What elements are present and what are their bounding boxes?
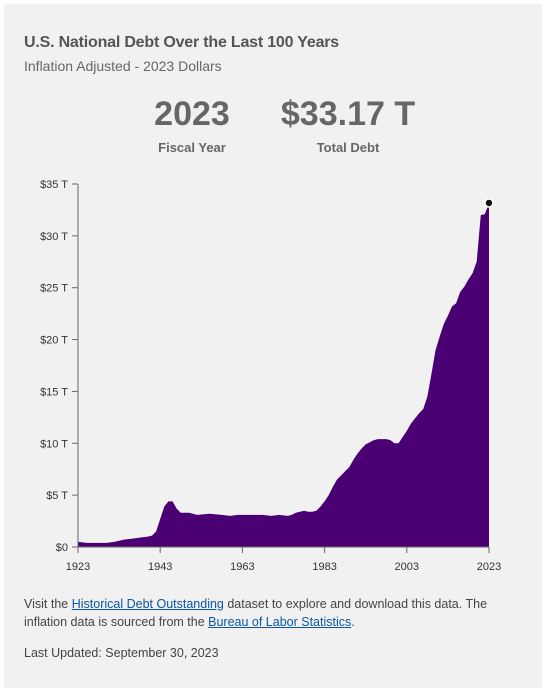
y-tick-label: $30 T [40,231,68,243]
footer-text-3: . [351,615,355,629]
footer-note: Visit the Historical Debt Outstanding da… [24,595,524,631]
bls-link[interactable]: Bureau of Labor Statistics [208,615,352,629]
fiscal-year-value: 2023 [154,95,230,133]
fiscal-year-label: Fiscal Year [158,140,226,155]
x-tick-label: 1963 [230,561,254,573]
total-debt-kpi: $33.17 T Total Debt [266,92,430,155]
total-debt-value: $33.17 T [280,95,416,133]
chart-subtitle: Inflation Adjusted - 2023 Dollars [24,58,222,74]
x-tick-label: 2003 [395,561,419,573]
y-tick-label: $20 T [40,335,68,347]
debt-area-series [78,202,489,548]
x-tick-label: 2023 [477,561,501,573]
chart-title: U.S. National Debt Over the Last 100 Yea… [24,34,339,51]
y-tick-label: $10 T [40,438,68,450]
debt-chart-card: U.S. National Debt Over the Last 100 Yea… [4,4,542,688]
current-debt-marker [484,198,494,208]
footer-text-2: dataset to explore and download this dat… [24,597,488,629]
y-tick-label: $25 T [40,283,68,295]
x-tick-label: 1943 [148,561,172,573]
x-tick-label: 1983 [312,561,336,573]
total-debt-label: Total Debt [316,140,380,155]
x-tick-label: 1923 [66,561,90,573]
last-updated: Last Updated: September 30, 2023 [24,646,219,660]
footer-text-1: Visit the [24,597,72,611]
debt-area-chart[interactable]: $0 $5 T $10 T $15 T $20 T $25 T $30 T $35 T 1923… [4,172,542,584]
y-tick-label: $5 T [46,490,68,502]
y-tick-label: $0 [56,542,68,554]
y-tick-label: $15 T [40,386,68,398]
y-tick-label: $35 T [40,179,68,191]
historical-debt-link[interactable]: Historical Debt Outstanding [71,597,224,611]
fiscal-year-kpi: 2023 Fiscal Year [142,92,242,155]
